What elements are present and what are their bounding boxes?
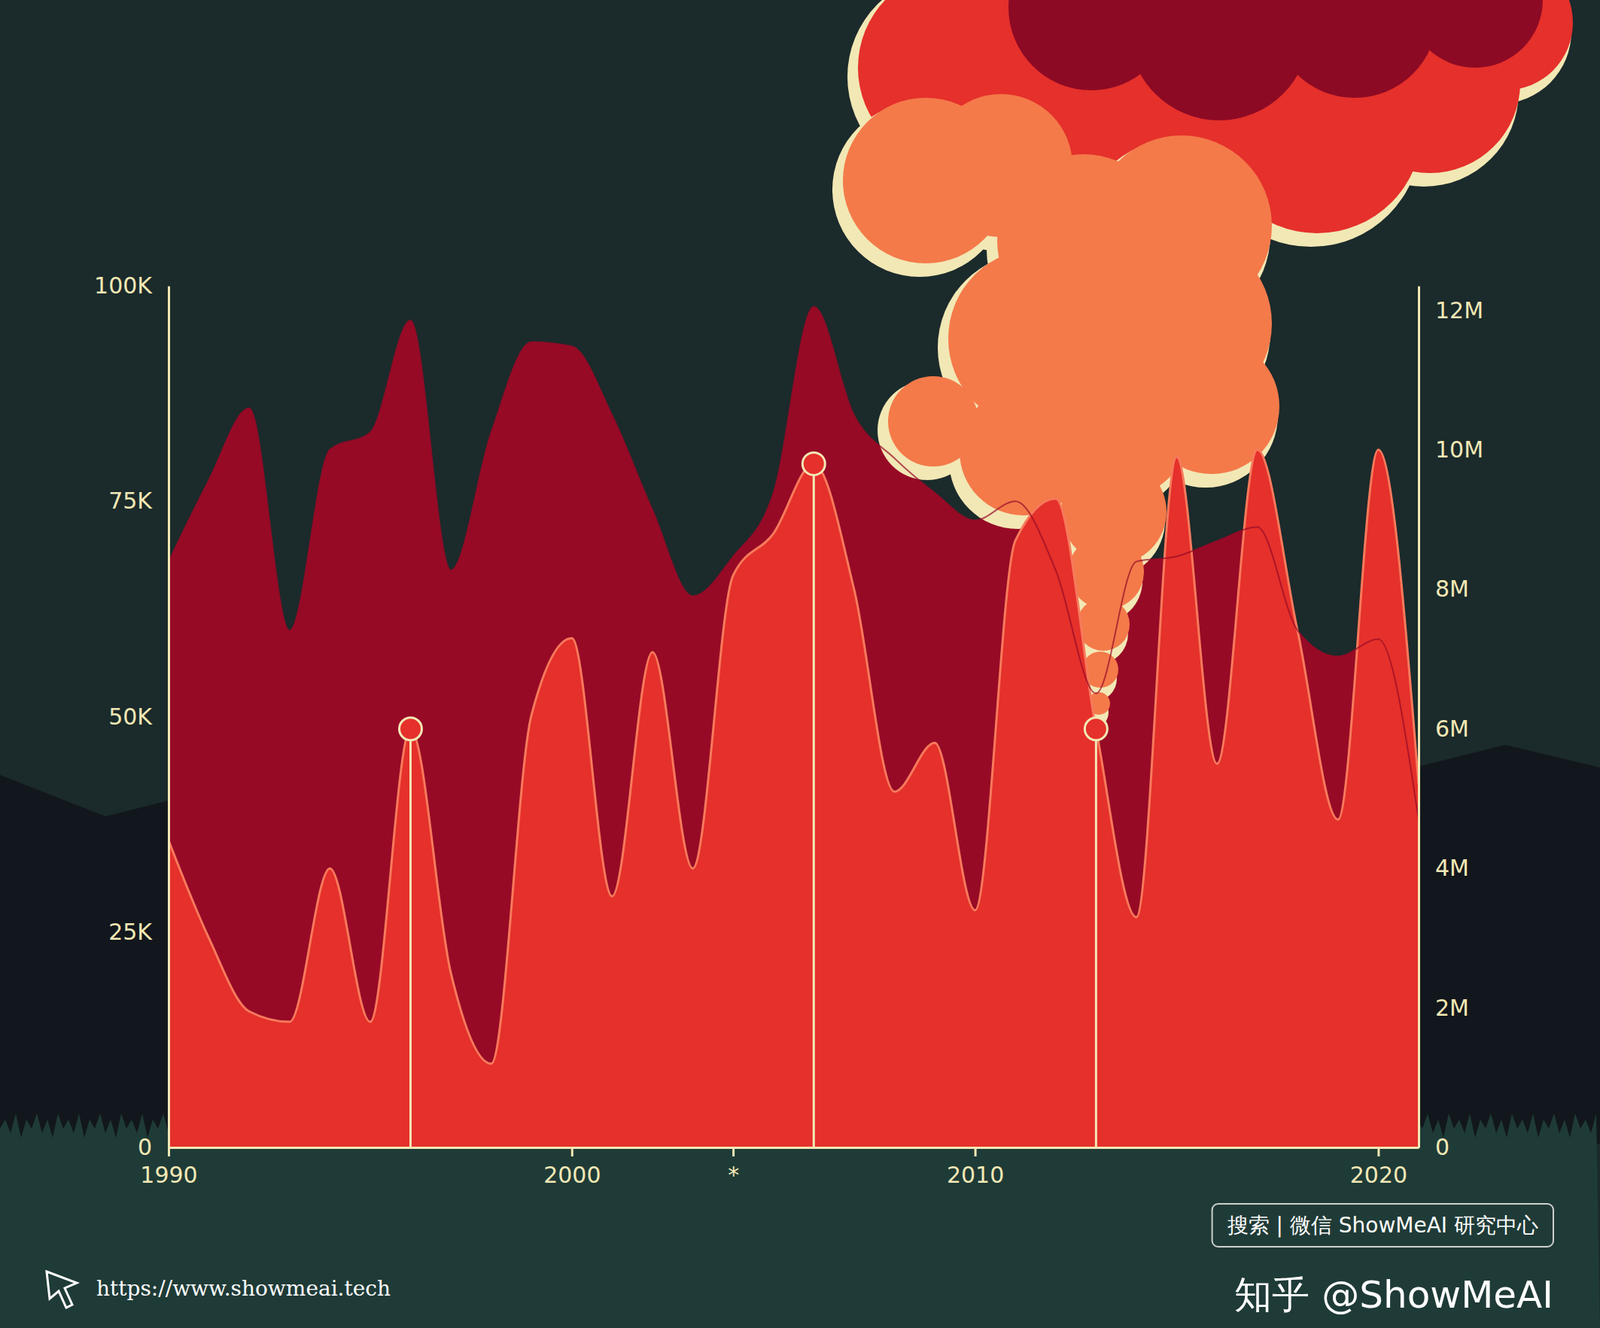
tick-label: 2020 xyxy=(1350,1161,1408,1189)
tick: 2010 xyxy=(946,1147,1004,1189)
area xyxy=(168,450,1419,1148)
tick-mark xyxy=(732,1147,735,1157)
tick-label: 2000 xyxy=(543,1161,601,1189)
axis: 0 25K 50K 75K 100K xyxy=(94,272,169,1161)
tick-label: 8M xyxy=(1435,575,1470,603)
watermark: https://www.showmeai.tech xyxy=(96,1276,391,1302)
axis-line xyxy=(167,286,171,1149)
tick: 100K xyxy=(94,272,169,299)
plot-area xyxy=(168,306,1419,1148)
tick: 10M xyxy=(1418,436,1484,463)
area-outline xyxy=(168,306,1419,820)
cloud xyxy=(832,0,1573,729)
cloud-puff xyxy=(1068,534,1144,610)
tick-mark xyxy=(571,1147,574,1157)
tick: 2M xyxy=(1418,994,1470,1022)
highlight-line xyxy=(1095,740,1098,1148)
tick-label: 0 xyxy=(137,1134,153,1161)
link-icon xyxy=(46,1271,77,1308)
tick: 0 xyxy=(1418,1134,1450,1161)
tick: 2020 xyxy=(1350,1147,1408,1189)
tick: 12M xyxy=(1418,297,1484,324)
tick-label: 4M xyxy=(1435,854,1470,882)
highlight-point xyxy=(398,717,422,741)
cloud-puff xyxy=(1407,0,1543,68)
tick-label: 12M xyxy=(1435,297,1484,324)
area-outline xyxy=(168,450,1419,1065)
watermark: 知乎 @ShowMeAI xyxy=(1234,1273,1554,1318)
area xyxy=(168,306,1419,1148)
tick-label: * xyxy=(727,1161,740,1189)
axis-line xyxy=(1417,286,1421,1149)
axis-line xyxy=(169,1146,1420,1150)
chart: 1990 2000 * 2010 2020 0 25K 50K 75K 100K 0 2M 4M 6M 8M… xyxy=(0,0,1600,1328)
background xyxy=(0,0,1600,1328)
watermark-box xyxy=(1212,1204,1554,1248)
axis: 0 2M 4M 6M 8M 10M 12M xyxy=(1418,286,1484,1162)
tick-label: 10M xyxy=(1435,436,1484,463)
watermark: 搜索 | 微信 ShowMeAI 研究中心 xyxy=(1227,1213,1539,1239)
tick: 0 xyxy=(137,1134,169,1161)
highlight-point xyxy=(1084,717,1108,741)
tick: * xyxy=(727,1147,740,1189)
tick: 25K xyxy=(108,918,169,946)
tick-mark xyxy=(167,1147,171,1157)
tick-label: 75K xyxy=(108,487,153,515)
highlight-line xyxy=(409,740,412,1148)
tick: 4M xyxy=(1418,854,1470,882)
tick-label: 2M xyxy=(1435,994,1470,1022)
tick: 75K xyxy=(108,487,169,515)
highlight-point xyxy=(802,452,825,475)
axis: 1990 2000 * 2010 2020 xyxy=(139,1147,1419,1189)
tick: 2000 xyxy=(543,1147,601,1189)
tick-label: 50K xyxy=(108,703,153,731)
tick-label: 25K xyxy=(108,918,153,946)
plot-area xyxy=(168,306,1419,1148)
tick-label: 1990 xyxy=(139,1161,198,1189)
tick-mark xyxy=(974,1147,977,1157)
tick: 6M xyxy=(1418,715,1470,743)
tick-mark xyxy=(1377,1147,1380,1157)
tick-label: 100K xyxy=(94,272,153,299)
tick: 8M xyxy=(1418,575,1470,603)
tick-label: 2010 xyxy=(946,1161,1004,1189)
tick: 50K xyxy=(108,703,169,731)
tick-label: 0 xyxy=(1435,1134,1450,1161)
cloud-puff xyxy=(888,376,979,467)
highlight-line xyxy=(812,474,816,1148)
tick-label: 6M xyxy=(1435,715,1470,743)
